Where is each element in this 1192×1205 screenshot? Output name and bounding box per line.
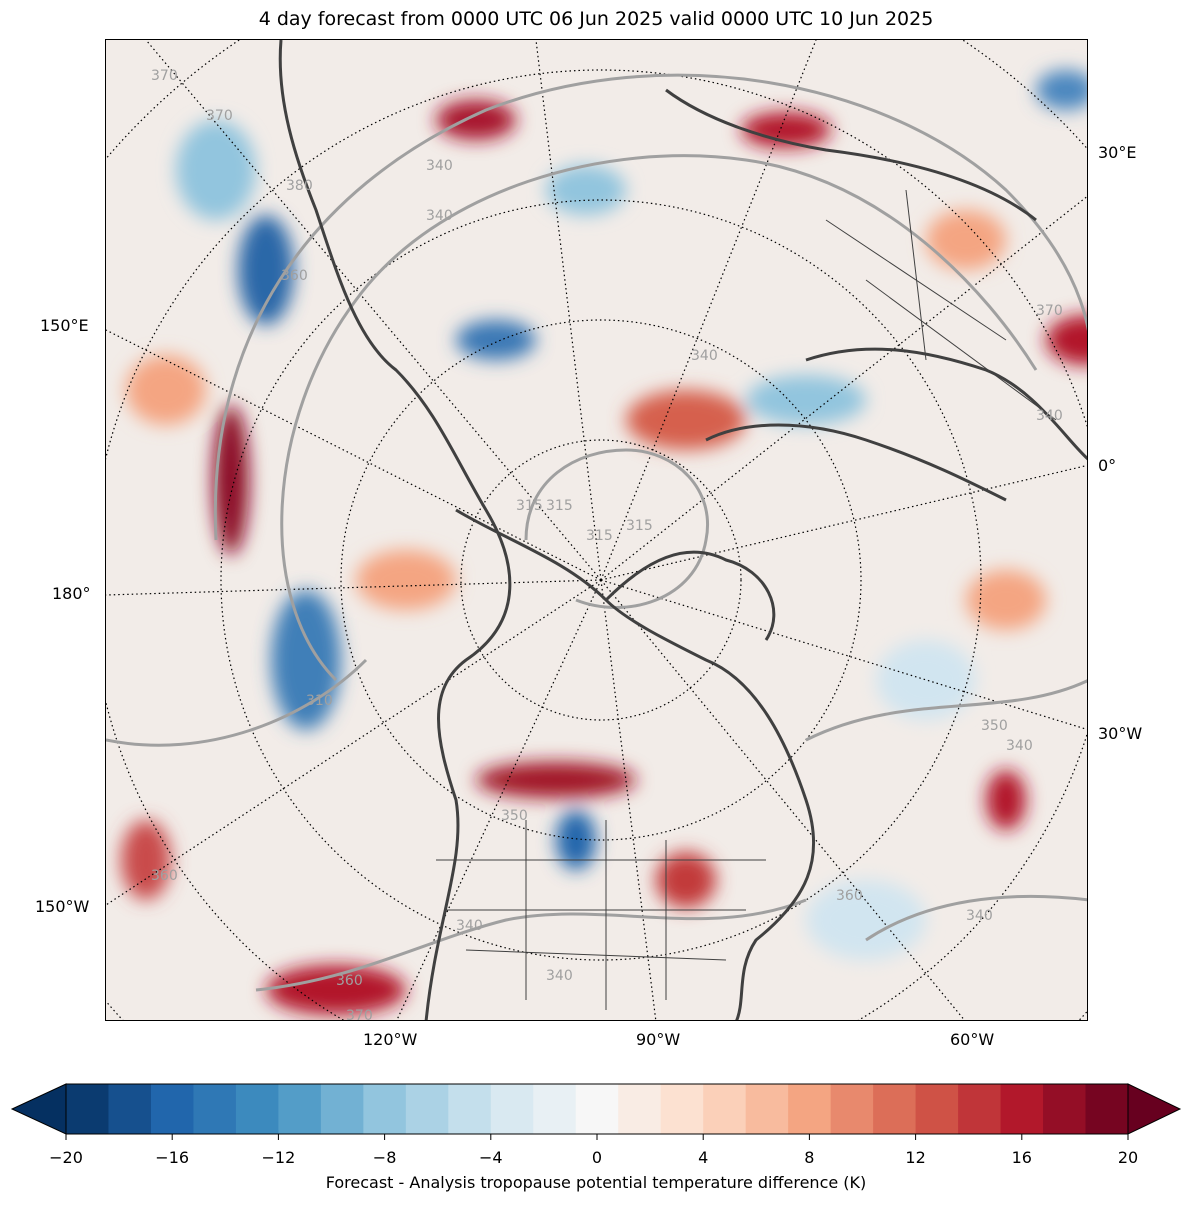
contour-label: 340	[546, 968, 573, 984]
contour-label: 370	[151, 68, 178, 84]
contour-label: 340	[1036, 408, 1063, 424]
contour-labels: 370 370 380 340 340 315 315 315 315 350 …	[151, 68, 1063, 1021]
colorbar-cell	[108, 1084, 152, 1134]
colorbar-tick-label: 4	[698, 1148, 709, 1167]
borders	[436, 189, 1057, 1010]
colorbar-cell	[830, 1084, 874, 1134]
contour-label: 340	[691, 348, 718, 364]
lon-label-bottom: 90°W	[636, 1030, 681, 1049]
contour-label: 360	[836, 888, 863, 904]
colorbar-cell	[533, 1084, 577, 1134]
colorbar-tick-label: 0	[591, 1148, 603, 1167]
colorbar-cell	[66, 1084, 110, 1134]
colorbar-cell	[235, 1084, 279, 1134]
coastlines	[278, 40, 1087, 1020]
contour-label: 315	[626, 518, 653, 534]
colorbar-cell	[150, 1084, 195, 1134]
colorbar-cell	[1000, 1084, 1044, 1134]
colorbar-ticks	[65, 1134, 1129, 1140]
colorbar-extend-high	[1127, 1083, 1182, 1135]
map-canvas: 370 370 380 340 340 315 315 315 315 350 …	[106, 40, 1087, 1021]
contour-label: 340	[966, 908, 993, 924]
contour-label: 360	[336, 973, 363, 989]
colorbar-cell	[745, 1084, 789, 1134]
colorbar-tick-label: −16	[155, 1148, 190, 1167]
lon-label-bottom: 120°W	[363, 1030, 418, 1049]
colorbar-cell	[363, 1084, 407, 1134]
colorbar-cells	[66, 1084, 1129, 1134]
colorbar-tick-label: −8	[372, 1148, 397, 1167]
lon-label-left: 180°	[52, 584, 91, 603]
difference-field	[121, 70, 1087, 1015]
colorbar-cell	[618, 1084, 662, 1134]
contour-label: 370	[1036, 303, 1063, 319]
tropopause-contours	[106, 73, 1087, 992]
lon-label-left: 150°E	[40, 316, 89, 335]
colorbar-cell	[703, 1084, 747, 1134]
contour-label: 370	[206, 108, 233, 124]
colorbar-label: Forecast - Analysis tropopause potential…	[325, 1173, 867, 1192]
colorbar-cell	[873, 1084, 917, 1134]
map-area: 370 370 380 340 340 315 315 315 315 350 …	[105, 39, 1088, 1021]
map-title: 4 day forecast from 0000 UTC 06 Jun 2025…	[258, 8, 934, 30]
contour-label: 340	[1006, 738, 1033, 754]
contour-label: 315	[516, 498, 543, 514]
contour-label: 350	[981, 718, 1008, 734]
lon-label-right: 0°	[1098, 456, 1117, 475]
contour-label: 310	[306, 693, 333, 709]
colorbar-tick-label: −4	[479, 1148, 503, 1167]
colorbar-cell	[1043, 1084, 1087, 1134]
colorbar-extend-low	[10, 1083, 67, 1135]
colorbar-cell	[575, 1084, 619, 1134]
contour-label: 340	[456, 918, 483, 934]
colorbar	[10, 1083, 1182, 1140]
contour-label: 360	[281, 268, 308, 284]
colorbar-tick-label: −20	[49, 1148, 83, 1167]
contour-label: 340	[426, 208, 453, 224]
lon-label-right: 30°E	[1098, 143, 1137, 162]
lon-label-left: 150°W	[35, 897, 90, 916]
colorbar-cell	[320, 1084, 364, 1134]
colorbar-cell	[193, 1084, 237, 1134]
lon-label-right: 30°W	[1098, 724, 1143, 743]
contour-label: 380	[286, 178, 313, 194]
contour-label: 315	[586, 528, 613, 544]
contour-label: 340	[426, 158, 453, 174]
contour-label: 350	[501, 808, 528, 824]
colorbar-tick-label: 20	[1117, 1148, 1139, 1167]
colorbar-cell	[788, 1084, 832, 1134]
colorbar-tick-label: 8	[804, 1148, 815, 1167]
contour-label: 360	[151, 868, 178, 884]
lon-label-bottom: 60°W	[950, 1030, 995, 1049]
colorbar-cell	[958, 1084, 1002, 1134]
colorbar-cell	[405, 1084, 449, 1134]
colorbar-cell	[660, 1084, 704, 1134]
colorbar-cell	[915, 1084, 959, 1134]
colorbar-cell	[448, 1084, 492, 1134]
colorbar-tick-label: −12	[261, 1148, 296, 1167]
colorbar-cell	[490, 1084, 534, 1134]
graticule	[106, 40, 1087, 1020]
contour-label: 370	[346, 1008, 373, 1021]
contour-label: 315	[546, 498, 573, 514]
colorbar-cell	[1085, 1084, 1129, 1134]
colorbar-tick-label: 12	[905, 1148, 926, 1167]
colorbar-tick-label: 16	[1011, 1148, 1032, 1167]
colorbar-cell	[278, 1084, 322, 1134]
